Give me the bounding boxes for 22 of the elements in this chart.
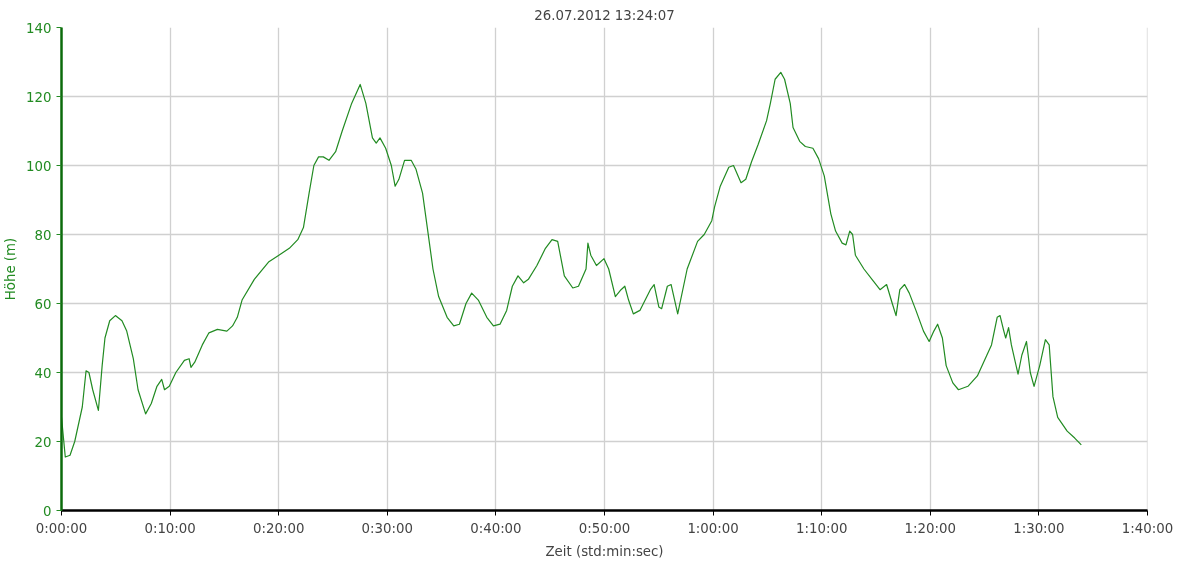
x-tick-label: 0:10:00 <box>144 520 196 536</box>
y-tick-label: 80 <box>34 227 52 243</box>
y-tick-label: 40 <box>34 365 52 381</box>
x-tick-label: 1:20:00 <box>904 520 956 536</box>
x-tick-label: 1:40:00 <box>1121 520 1174 536</box>
y-tick-label: 20 <box>34 434 52 450</box>
y-tick-label: 120 <box>26 89 52 105</box>
y-tick-label: 140 <box>26 20 52 36</box>
y-tick-label: 60 <box>34 296 52 312</box>
x-tick-label: 1:30:00 <box>1013 520 1065 536</box>
x-tick-label: 0:50:00 <box>578 520 631 536</box>
x-tick-label: 0:20:00 <box>253 520 305 536</box>
x-tick-label: 0:00:00 <box>35 520 88 536</box>
x-axis-title: Zeit (std:min:sec) <box>545 543 664 559</box>
x-tick-label: 1:00:00 <box>687 520 739 536</box>
y-tick-label: 100 <box>26 158 52 174</box>
y-tick-label: 0 <box>43 503 52 519</box>
x-tick-label: 0:30:00 <box>361 520 413 536</box>
x-tick-label: 1:10:00 <box>796 520 848 536</box>
chart-title: 26.07.2012 13:24:07 <box>534 7 675 23</box>
y-axis-title: Höhe (m) <box>3 237 19 301</box>
x-tick-label: 0:40:00 <box>470 520 522 536</box>
